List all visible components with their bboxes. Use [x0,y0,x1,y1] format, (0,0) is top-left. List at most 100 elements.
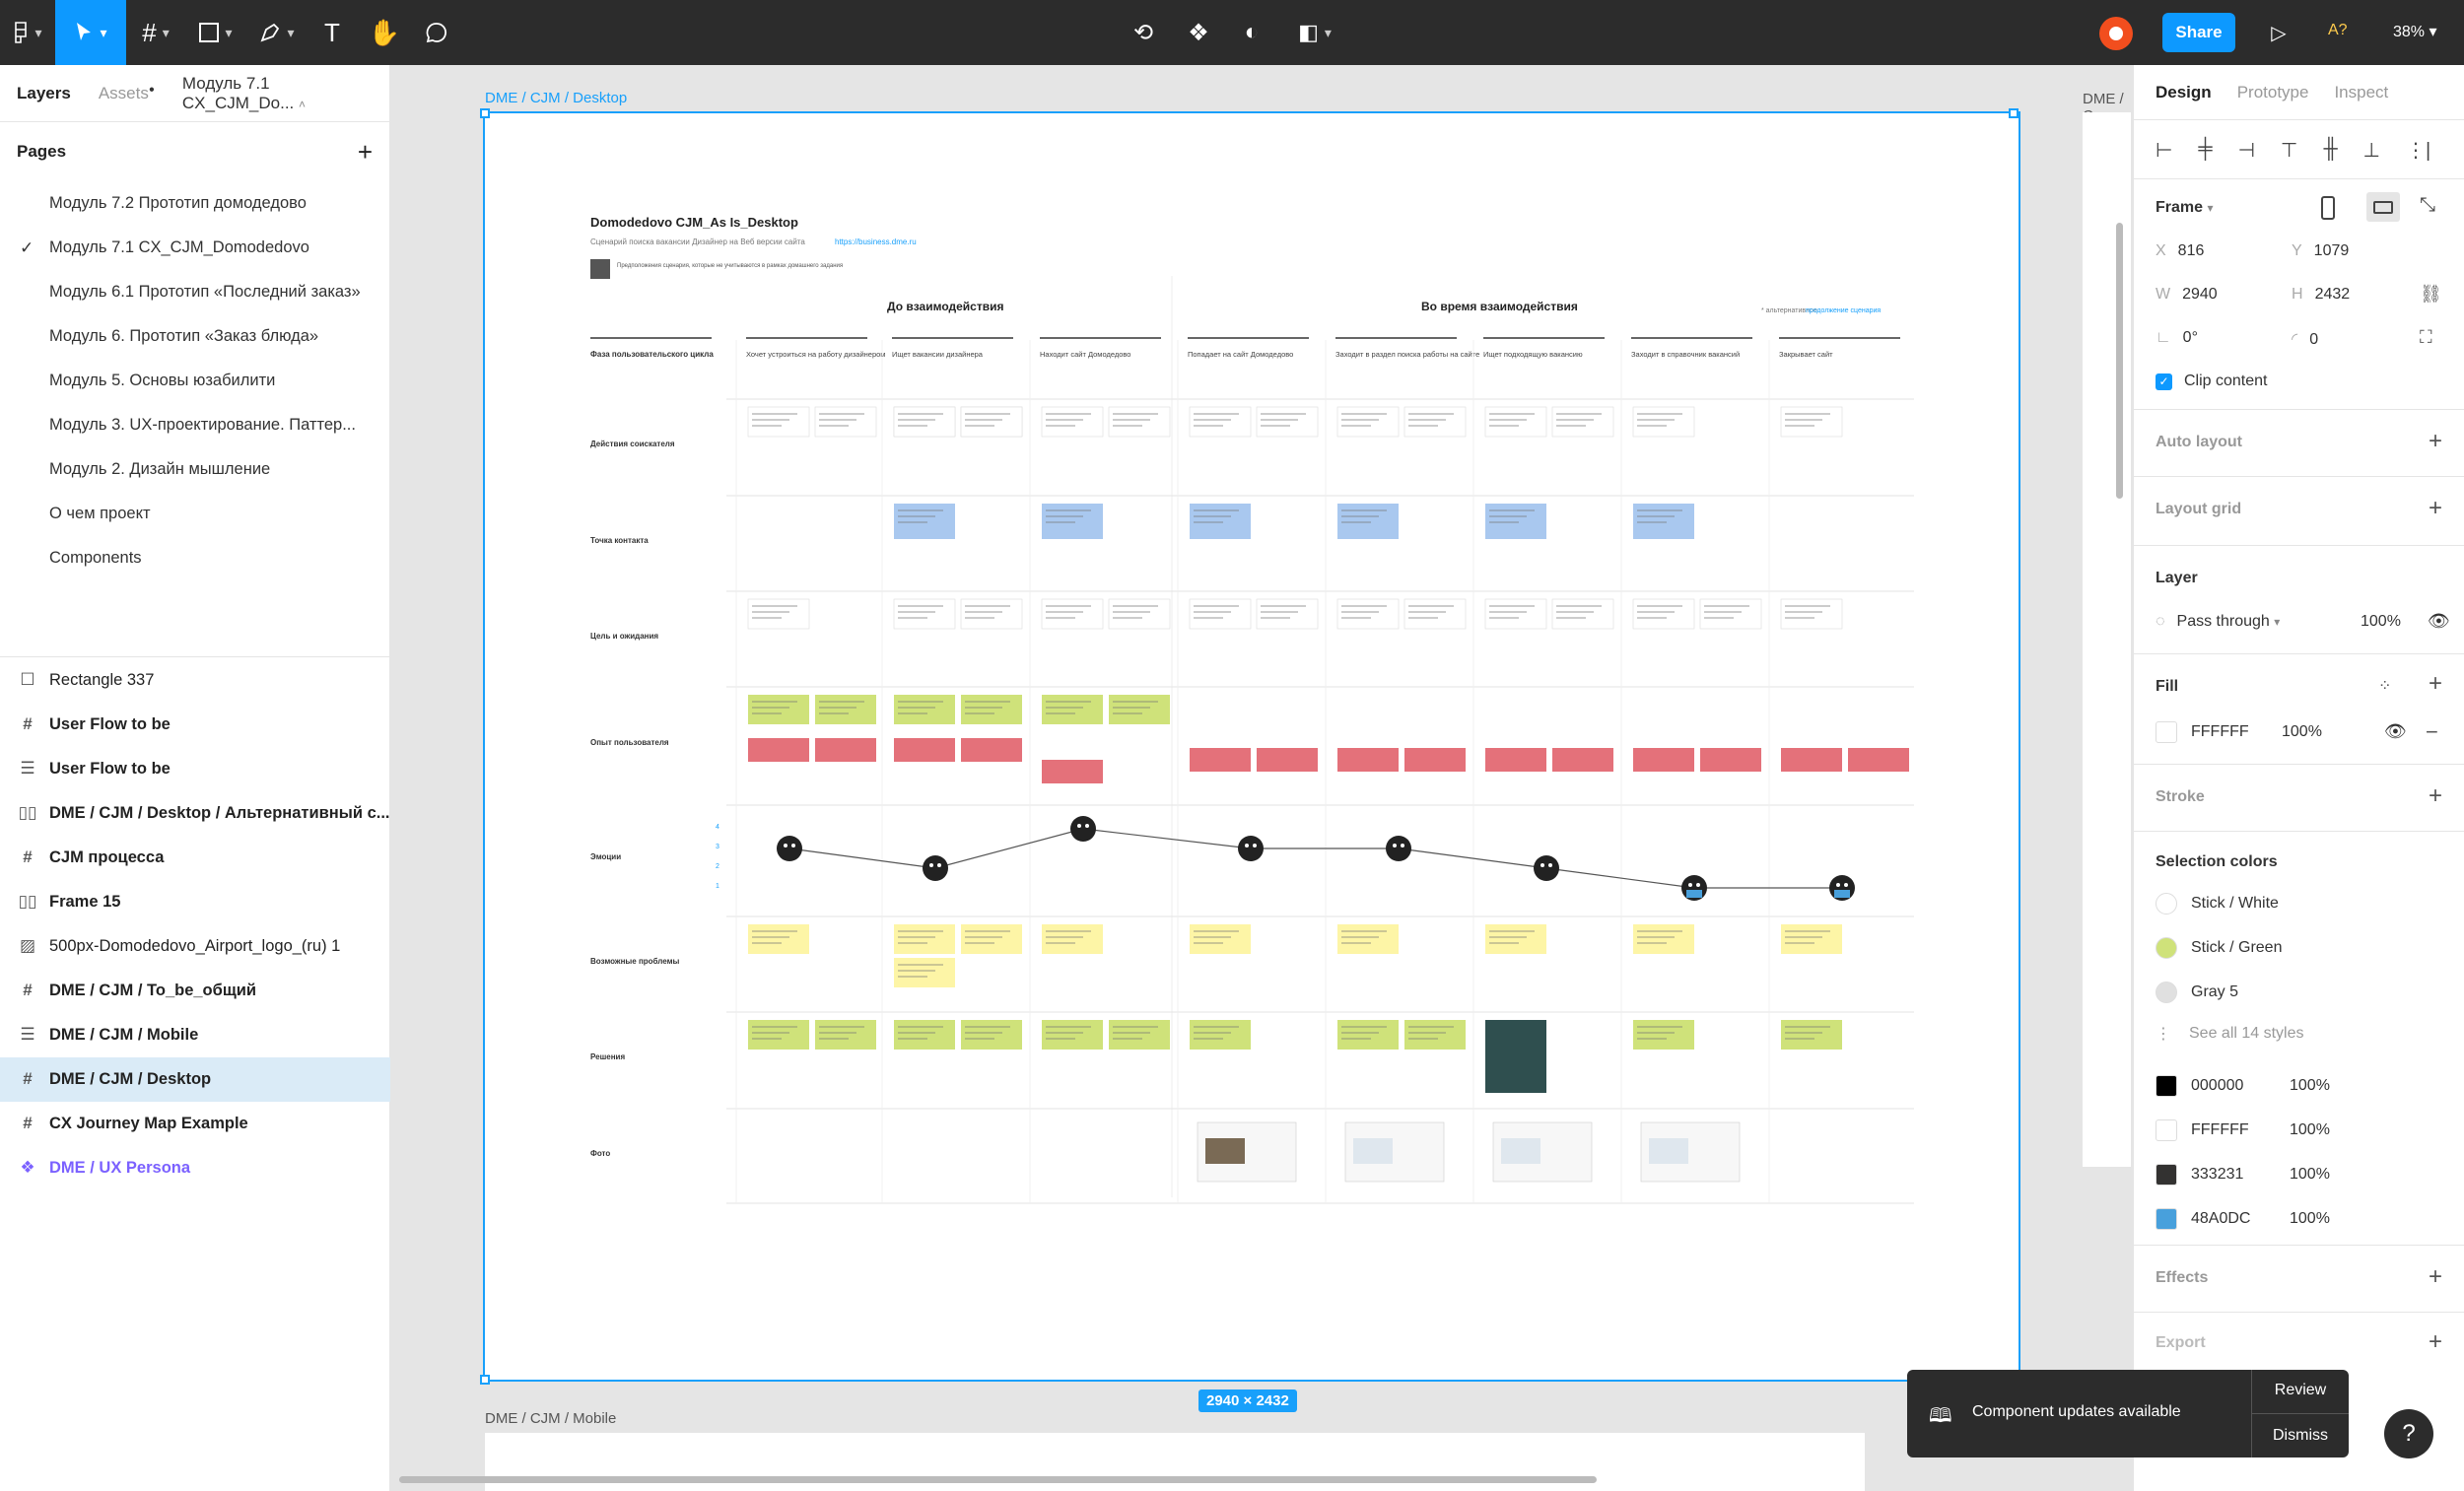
rotation-field[interactable]: ∟ 0° [2156,329,2198,347]
width-field[interactable]: W 2940 [2156,286,2218,303]
layer-item[interactable]: ❖ DME / UX Persona [0,1146,390,1190]
selected-frame-desktop[interactable]: Domodedovo CJM_As Is_Desktop Сценарий пои… [483,111,2020,1382]
y-field[interactable]: Y 1079 [2292,242,2350,259]
fill-swatch[interactable] [2156,721,2177,743]
add-auto-layout-icon[interactable]: + [2428,428,2442,454]
page-name-dropdown[interactable]: Модуль 7.1 CX_CJM_Do... ˄ [182,74,362,113]
user-avatar[interactable] [2099,17,2133,50]
layer-item[interactable]: ▯▯ Frame 15 [0,880,390,924]
pen-tool-button[interactable]: ▾ [246,0,308,65]
selection-style-item[interactable]: Stick / Green [2156,937,2282,959]
page-item[interactable]: ✓ Модуль 7.1 CX_CJM_Domodedovo [0,226,389,270]
layer-item[interactable]: ▨ 500px-Domodedovo_Airport_logo_(ru) 1 [0,924,390,969]
page-item[interactable]: Модуль 7.2 Прототип домодедово [0,181,389,226]
align-center-horizontal-icon[interactable]: ╪ [2198,138,2213,160]
vertical-scrollbar[interactable] [2116,223,2123,499]
horizontal-scrollbar[interactable] [399,1476,1597,1483]
create-component-button[interactable]: ❖ [1179,0,1218,65]
color-swatch[interactable] [2156,1075,2177,1097]
style-swatch[interactable] [2156,982,2177,1003]
layout-grid-title[interactable]: Layout grid [2156,501,2242,517]
add-export-icon[interactable]: + [2428,1328,2442,1355]
style-swatch[interactable] [2156,893,2177,915]
layer-item[interactable]: # CX Journey Map Example [0,1102,390,1146]
see-all-styles-link[interactable]: ⋮ See all 14 styles [2156,1024,2304,1044]
mask-button[interactable]: ◐ [1232,0,1271,65]
align-left-icon[interactable]: ⊢ [2156,140,2173,162]
layer-item[interactable]: ☰ User Flow to be [0,747,390,791]
stroke-title[interactable]: Stroke [2156,788,2205,805]
clip-content-checkbox[interactable]: ✓ Clip content [2156,373,2268,390]
remove-fill-icon[interactable]: − [2426,719,2438,744]
distribute-icon[interactable]: ⋮| [2406,140,2431,162]
constrain-proportions-icon[interactable]: ⛓ [2420,284,2442,304]
add-layout-grid-icon[interactable]: + [2428,495,2442,521]
style-grid-icon[interactable]: ⁘ [2378,678,2392,695]
right-frame[interactable] [2083,112,2131,1167]
align-bottom-icon[interactable]: ⊥ [2362,140,2381,162]
layer-item[interactable]: ☰ DME / CJM / Mobile [0,1013,390,1057]
effects-title[interactable]: Effects [2156,1269,2209,1286]
page-item[interactable]: Модуль 2. Дизайн мышление [0,447,389,492]
page-item[interactable]: О чем проект [0,492,389,536]
review-button[interactable]: Review [2274,1382,2327,1398]
tab-layers[interactable]: Layers [17,83,71,102]
hand-tool-button[interactable]: ✋ [357,0,412,65]
boolean-button[interactable]: ◧ ▾ [1298,20,1332,44]
move-tool-button[interactable]: ▾ [55,0,126,65]
color-swatch[interactable] [2156,1119,2177,1141]
style-swatch[interactable] [2156,937,2177,959]
align-center-vertical-icon[interactable]: ╫ [2323,138,2338,160]
layer-item[interactable]: # DME / CJM / To_be_общий [0,969,390,1013]
add-stroke-icon[interactable]: + [2428,782,2442,809]
align-right-icon[interactable]: ⊣ [2237,140,2256,162]
zoom-menu[interactable]: 38% ▾ [2393,22,2437,41]
present-button[interactable]: ▷ [2259,0,2298,65]
mobile-frame-label[interactable]: DME / CJM / Mobile [485,1410,617,1427]
independent-corners-icon[interactable]: ⛶ [2420,327,2432,347]
page-item[interactable]: Модуль 6.1 Прототип «Последний заказ» [0,270,389,314]
main-menu-button[interactable]: ▾ [0,0,55,65]
page-item[interactable]: Модуль 5. Основы юзабилити [0,359,389,403]
layer-item[interactable]: ☐ Rectangle 337 [0,658,390,703]
link-component-button[interactable]: ⟲ [1124,0,1163,65]
frame-tool-button[interactable]: # ▾ [142,17,170,47]
export-title[interactable]: Export [2156,1334,2206,1351]
landscape-button[interactable] [2366,192,2400,222]
help-button[interactable]: ? [2384,1409,2433,1458]
tab-design[interactable]: Design [2156,82,2212,102]
resize-to-fit-icon[interactable]: ⤡ [2420,194,2435,216]
page-item[interactable]: Модуль 6. Прототип «Заказ блюда» [0,314,389,359]
resize-handle-top-left[interactable] [480,108,490,118]
tab-prototype[interactable]: Prototype [2236,82,2309,102]
fill-row[interactable]: FFFFFF [2156,721,2249,743]
resize-handle-bottom-left[interactable] [480,1375,490,1385]
add-page-icon[interactable]: + [357,136,373,167]
x-field[interactable]: X 816 [2156,242,2205,259]
selection-color-item[interactable]: 333231 100% [2156,1164,2330,1186]
corner-radius-field[interactable]: ◜ 0 [2292,329,2318,349]
frame-label[interactable]: DME / CJM / Desktop [485,90,628,106]
comment-tool-button[interactable] [412,0,461,65]
canvas[interactable]: DME / CJM / Desktop DME / C Domodedovo C… [391,65,2131,1491]
fill-opacity[interactable]: 100% [2282,723,2322,740]
share-button[interactable]: Share [2162,13,2235,52]
selection-style-item[interactable]: Gray 5 [2156,982,2238,1003]
page-item[interactable]: Модуль 3. UX-проектирование. Паттер... [0,403,389,447]
selection-color-item[interactable]: 000000 100% [2156,1075,2330,1097]
align-top-icon[interactable]: ⊤ [2281,140,2298,162]
auto-layout-title[interactable]: Auto layout [2156,434,2242,450]
fill-visibility-icon[interactable]: 👁 [2384,721,2407,741]
selection-color-item[interactable]: 48A0DC 100% [2156,1208,2330,1230]
fill-hex[interactable]: FFFFFF [2191,723,2249,740]
tab-inspect[interactable]: Inspect [2334,82,2389,102]
layer-item[interactable]: # CJM процесса [0,836,390,880]
text-tool-button[interactable]: T [308,0,357,65]
blend-mode-dropdown[interactable]: ◌ Pass through ▾ [2156,613,2280,631]
tab-assets[interactable]: Assets● [98,83,155,102]
layer-opacity[interactable]: 100% [2361,613,2401,630]
page-item[interactable]: Components [0,536,389,580]
color-swatch[interactable] [2156,1164,2177,1186]
shape-tool-button[interactable]: ▾ [185,0,246,65]
color-swatch[interactable] [2156,1208,2177,1230]
